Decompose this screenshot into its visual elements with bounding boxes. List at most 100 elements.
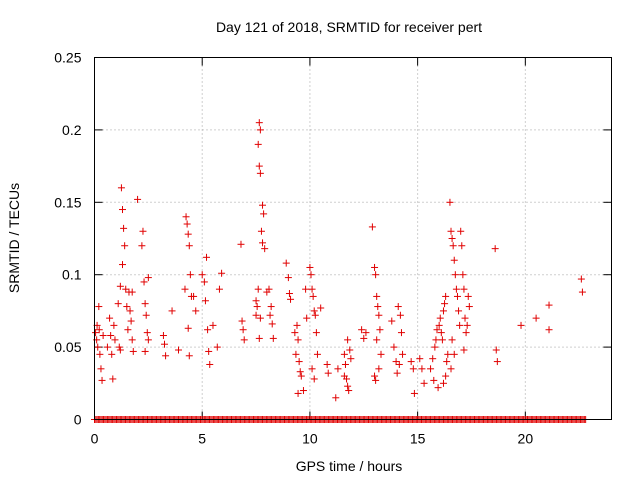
data-point [396,311,404,319]
data-point [296,368,304,376]
data-point [209,321,217,329]
data-point [98,376,106,384]
data-point [183,220,191,228]
y-tick-labels: 0 0.05 0.1 0.15 0.2 0.25 [54,50,81,428]
data-point [255,119,263,127]
data-point [460,285,468,293]
data-point [94,343,102,351]
data-point [240,336,248,344]
data-point [407,358,415,366]
data-point [254,140,262,148]
data-point [340,350,348,358]
data-point [260,210,268,218]
x-tick-labels: 0 5 10 15 20 [91,431,534,447]
data-point [462,329,470,337]
data-point [394,303,402,311]
data-point [455,307,463,315]
data-point [306,263,314,271]
data-point [254,285,262,293]
data-point [457,227,465,235]
data-point [341,360,349,368]
data-point [143,329,151,337]
data-point [141,300,149,308]
data-point [371,372,379,380]
y-tick-label: 0.1 [62,267,82,283]
data-point [184,230,192,238]
data-point [114,300,122,308]
data-point [185,352,193,360]
data-point [144,336,152,344]
data-point [297,372,305,380]
data-point [185,242,193,250]
data-point [134,195,142,203]
data-point [111,336,119,344]
data-point [532,314,540,322]
data-point [309,292,317,300]
data-point [347,355,355,363]
y-tick-label: 0.2 [62,122,82,138]
data-point [332,394,340,402]
data-point [237,240,245,248]
data-point [110,321,118,329]
data-point [253,303,261,311]
data-point [287,295,295,303]
data-point [465,303,473,311]
data-point [310,375,318,383]
data-point [517,321,525,329]
data-point [435,321,443,329]
axis-ticks [94,57,612,420]
data-point [429,355,437,363]
data-point [139,227,147,235]
data-point [409,365,417,373]
data-point [317,304,325,312]
x-tick-label: 5 [198,431,206,447]
data-point [128,288,136,296]
data-point [126,307,134,315]
data-point [311,311,319,319]
data-point [291,329,299,337]
data-point [395,360,403,368]
data-point [252,311,260,319]
data-point [97,365,105,373]
data-point [449,242,457,250]
data-points [91,119,590,423]
data-point [545,301,553,309]
y-tick-label: 0.15 [54,194,81,210]
data-point [461,314,469,322]
data-point [441,300,449,308]
data-point [344,382,352,390]
data-point [267,303,275,311]
data-point [129,347,137,355]
data-point [399,350,407,358]
data-point [127,317,135,325]
data-point [393,369,401,377]
data-point [266,311,274,319]
data-point [446,198,454,206]
data-point [120,224,128,232]
data-point [162,352,170,360]
data-point [308,285,316,293]
data-point [192,307,200,315]
data-point [198,271,206,279]
data-point [96,350,104,358]
data-point [374,303,382,311]
data-point [390,343,398,351]
y-tick-label: 0.05 [54,339,81,355]
plot-frame [94,57,612,420]
data-point [377,350,385,358]
data-point [460,346,468,354]
data-point [144,274,152,282]
data-point [450,350,458,358]
data-point [430,376,438,384]
data-point [124,326,132,334]
data-point [99,332,107,340]
data-point [299,387,307,395]
data-point [259,239,267,247]
data-point [493,358,501,366]
data-point [443,358,451,366]
data-point [448,336,456,344]
data-point [141,347,149,355]
x-tick-label: 15 [410,431,426,447]
data-point [442,292,450,300]
data-point [458,242,466,250]
